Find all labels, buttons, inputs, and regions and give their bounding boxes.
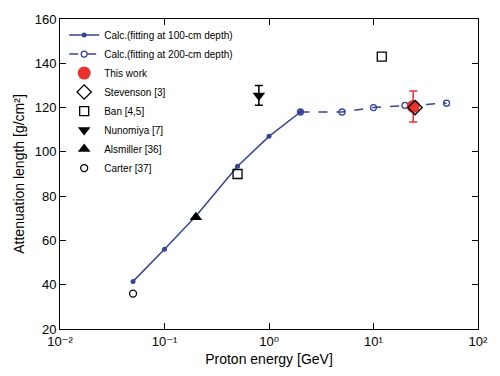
svg-text:10⁰: 10⁰ — [259, 334, 279, 349]
svg-text:40: 40 — [42, 277, 56, 292]
svg-text:80: 80 — [42, 189, 56, 204]
svg-text:Proton energy [GeV]: Proton energy [GeV] — [205, 351, 333, 367]
svg-text:10²: 10² — [469, 334, 488, 349]
svg-text:20: 20 — [42, 322, 56, 337]
svg-text:Nunomiya [7]: Nunomiya [7] — [104, 125, 163, 136]
svg-text:Calc.(fitting at 100-cm depth): Calc.(fitting at 100-cm depth) — [104, 30, 232, 41]
svg-text:Carter [37]: Carter [37] — [104, 163, 151, 174]
svg-text:160: 160 — [35, 12, 57, 27]
svg-text:140: 140 — [35, 56, 57, 71]
svg-text:Ban [4,5]: Ban [4,5] — [104, 106, 144, 117]
svg-text:100: 100 — [35, 144, 57, 159]
svg-text:Stevenson [3]: Stevenson [3] — [104, 87, 165, 98]
svg-text:60: 60 — [42, 233, 56, 248]
svg-text:Alsmiller [36]: Alsmiller [36] — [104, 144, 161, 155]
svg-text:120: 120 — [35, 100, 57, 115]
svg-text:Calc.(fitting at 200-cm depth): Calc.(fitting at 200-cm depth) — [104, 49, 232, 60]
svg-text:Attenuation length [g/cm²]: Attenuation length [g/cm²] — [11, 94, 27, 254]
svg-text:10⁻¹: 10⁻¹ — [152, 334, 178, 349]
svg-text:10¹: 10¹ — [364, 334, 383, 349]
svg-text:This work: This work — [104, 68, 148, 79]
svg-text:10⁻²: 10⁻² — [47, 334, 73, 349]
